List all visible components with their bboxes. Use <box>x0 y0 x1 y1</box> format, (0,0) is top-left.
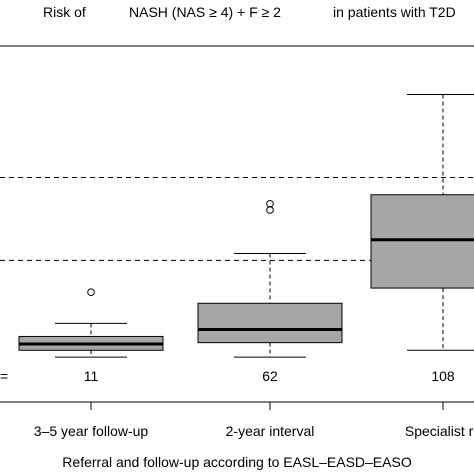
box-2 <box>197 199 343 358</box>
outlier-point-1 <box>87 288 95 297</box>
x-axis-ticks: 3–5 year follow-up 2-year interval Special… <box>34 402 474 439</box>
n-value-1: 11 <box>84 368 99 384</box>
box-3 <box>370 94 474 351</box>
n-value-3: 108 <box>431 368 455 384</box>
n-values: 11 62 108 <box>84 368 455 384</box>
x-tick-label-2: 2-year interval <box>226 423 315 439</box>
x-tick-label-3: Specialist re <box>405 423 474 439</box>
outlier-point-1 <box>266 206 274 214</box>
boxes <box>18 94 474 358</box>
n-value-2: 62 <box>262 368 278 384</box>
title-population: in patients with T2D <box>333 4 456 20</box>
reference-lines <box>0 176 474 261</box>
title-condition: NASH (NAS ≥ 4) + F ≥ 2 <box>129 4 281 20</box>
box-1 <box>18 288 164 358</box>
x-tick-label-1: 3–5 year follow-up <box>34 423 149 439</box>
interquartile-box <box>197 302 343 344</box>
outlier-point-2 <box>266 199 274 208</box>
title-risk-of: Risk of <box>43 4 86 20</box>
x-axis-label: Referral and follow-up according to EASL… <box>62 454 412 470</box>
plot-frame <box>0 45 474 403</box>
n-label: = <box>0 368 8 384</box>
interquartile-box <box>370 194 474 289</box>
